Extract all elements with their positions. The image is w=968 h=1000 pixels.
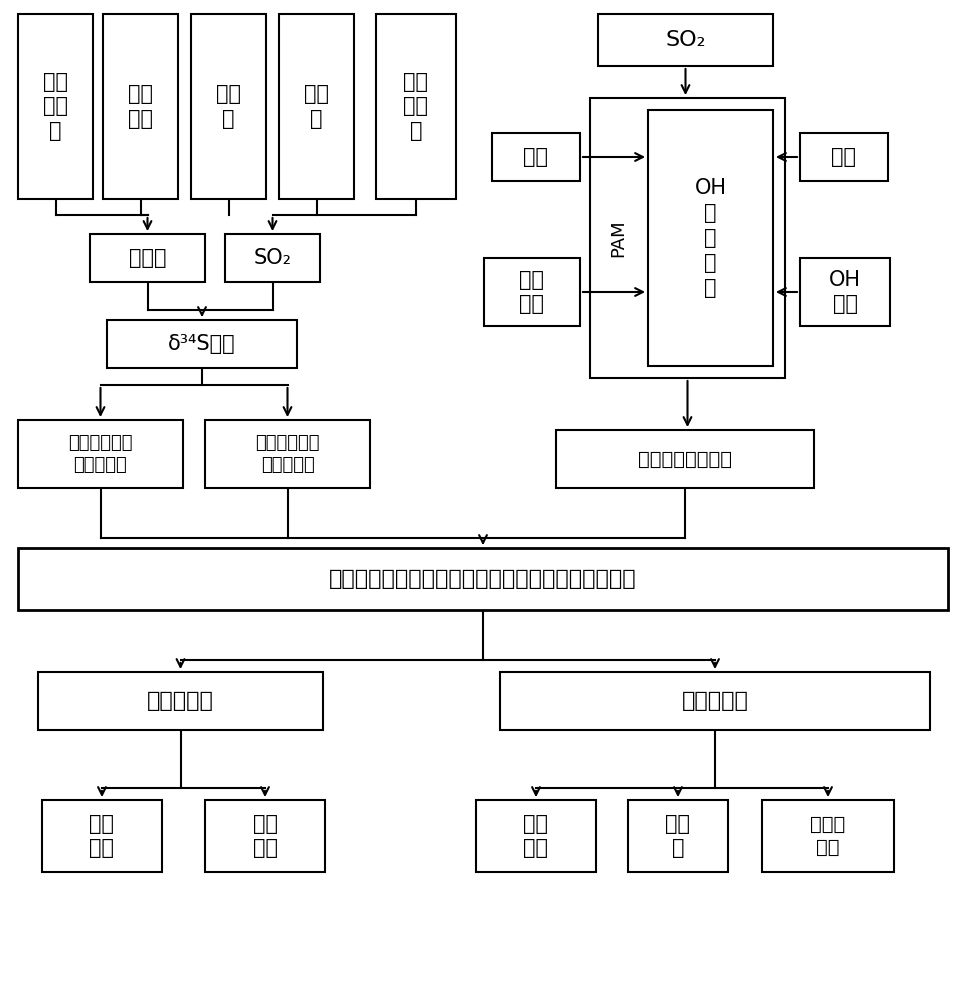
Text: 土壤
尘: 土壤 尘 xyxy=(304,84,329,129)
Text: PAM: PAM xyxy=(609,219,627,257)
Bar xyxy=(18,420,183,488)
Text: 燃煤
排放: 燃煤 排放 xyxy=(128,84,153,129)
Text: 燃煤
排放: 燃煤 排放 xyxy=(524,814,549,858)
Bar xyxy=(800,133,888,181)
Bar xyxy=(800,258,890,326)
Bar xyxy=(38,672,323,730)
Text: 基于硫同位素的大气颗粒物上硫酸盐的来源解析方法: 基于硫同位素的大气颗粒物上硫酸盐的来源解析方法 xyxy=(329,569,637,589)
Bar xyxy=(90,234,205,282)
Bar xyxy=(500,672,930,730)
Bar xyxy=(103,14,178,199)
Text: 相对
湿度: 相对 湿度 xyxy=(520,270,544,314)
Text: 机动
车: 机动 车 xyxy=(666,814,690,858)
Bar xyxy=(598,14,773,66)
Bar xyxy=(762,800,894,872)
Bar xyxy=(279,14,354,199)
Bar xyxy=(225,234,320,282)
Text: 土壤
扬尘: 土壤 扬尘 xyxy=(253,814,278,858)
Bar xyxy=(376,14,456,199)
Bar xyxy=(18,14,93,199)
Text: 大气颗粒物硫
同位素特征: 大气颗粒物硫 同位素特征 xyxy=(256,434,319,474)
Text: SO₂: SO₂ xyxy=(665,30,706,50)
Bar xyxy=(42,800,162,872)
Bar xyxy=(628,800,728,872)
Text: 燃煤
排放: 燃煤 排放 xyxy=(89,814,114,858)
Bar xyxy=(648,110,773,366)
Text: 一次排放源: 一次排放源 xyxy=(147,691,214,711)
Text: OH
浓度: OH 浓度 xyxy=(829,270,861,314)
Text: OH
均
相
反
应: OH 均 相 反 应 xyxy=(694,178,727,298)
Text: 气压: 气压 xyxy=(832,147,857,167)
Text: 生物
质燃
烧: 生物 质燃 烧 xyxy=(404,72,429,141)
Bar xyxy=(107,320,297,368)
Bar xyxy=(205,800,325,872)
Bar xyxy=(556,430,814,488)
Bar xyxy=(484,258,580,326)
Text: SO₂: SO₂ xyxy=(254,248,291,268)
Bar xyxy=(492,133,580,181)
Bar xyxy=(205,420,370,488)
Bar xyxy=(191,14,266,199)
Bar xyxy=(18,548,948,610)
Text: 温度: 温度 xyxy=(524,147,549,167)
Text: δ³⁴S分析: δ³⁴S分析 xyxy=(168,334,236,354)
Text: 生物质
燃烧: 生物质 燃烧 xyxy=(810,815,846,857)
Text: 机动
车: 机动 车 xyxy=(216,84,241,129)
Text: 污染源排放硫
同位素特征: 污染源排放硫 同位素特征 xyxy=(69,434,133,474)
Bar xyxy=(590,98,785,378)
Text: 颗粒物: 颗粒物 xyxy=(129,248,166,268)
Text: 大气
颗粒
物: 大气 颗粒 物 xyxy=(43,72,68,141)
Text: 硫同位素分馏系数: 硫同位素分馏系数 xyxy=(638,450,732,468)
Bar xyxy=(476,800,596,872)
Text: 二次生成源: 二次生成源 xyxy=(681,691,748,711)
